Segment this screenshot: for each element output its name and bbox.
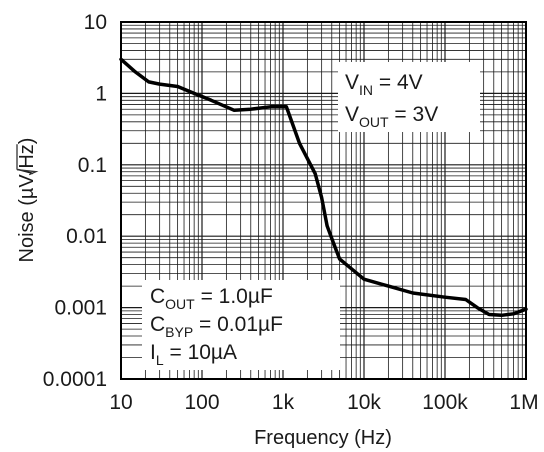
- x-tick-label: 10: [109, 391, 132, 414]
- x-tick-label: 100: [184, 391, 219, 414]
- y-axis-title-prefix: Noise (µV/: [16, 168, 38, 262]
- x-tick-label: 1k: [272, 391, 295, 414]
- annotation-cout: COUT = 1.0µF: [150, 285, 273, 312]
- tick-labels: 10 100 1k 10k 100k 1M 10 1 0.1 0.01 0.001 0.0001: [43, 11, 539, 414]
- annotation-vout: VOUT = 3V: [345, 103, 438, 130]
- x-tick-label: 100k: [422, 391, 468, 414]
- annotation-box-voltage: [338, 62, 480, 132]
- annotation-cbyp: CBYP = 0.01µF: [150, 313, 283, 340]
- x-tick-label: 10k: [347, 391, 381, 414]
- y-tick-label: 0.1: [78, 154, 107, 177]
- grid: [121, 22, 526, 379]
- series-layer: [119, 57, 528, 318]
- y-tick-label: 1: [95, 82, 107, 105]
- x-axis-title: Frequency (Hz): [254, 427, 392, 449]
- y-tick-label: 0.001: [54, 297, 107, 320]
- y-axis-title-radical: Hz: [16, 144, 38, 168]
- y-tick-label: 0.01: [66, 225, 107, 248]
- annotation-il: IL = 10µA: [150, 341, 237, 368]
- y-axis-title-text: Noise (µV/Hz): [16, 138, 38, 263]
- plot-frame: [120, 21, 527, 380]
- x-tick-label: 1M: [509, 391, 538, 414]
- y-axis-title: Noise (µV/Hz): [16, 138, 39, 263]
- noise-series-line: [119, 57, 528, 318]
- y-tick-label: 0.0001: [43, 368, 107, 391]
- y-axis-title-suffix: ): [16, 138, 38, 145]
- annotation-vin: VIN = 4V: [345, 71, 423, 98]
- annotation-box-conditions: [142, 280, 340, 370]
- radical-sign: [16, 169, 39, 176]
- y-tick-label: 10: [84, 11, 107, 34]
